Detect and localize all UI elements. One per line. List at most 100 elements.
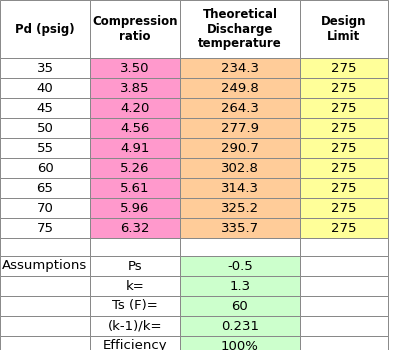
Bar (90, 158, 180, 178)
Text: 275: 275 (331, 141, 357, 154)
Text: 277.9: 277.9 (221, 121, 259, 134)
Bar (90, 316, 180, 336)
Text: Design
Limit: Design Limit (321, 15, 367, 43)
Text: (k-1)/k=: (k-1)/k= (108, 320, 162, 332)
Text: -0.5: -0.5 (227, 259, 253, 273)
Bar (90, 276, 180, 296)
Text: 70: 70 (36, 202, 54, 215)
Text: 40: 40 (37, 82, 53, 95)
Text: 50: 50 (36, 121, 54, 134)
Bar (90, 256, 180, 276)
Text: k=: k= (126, 280, 144, 293)
Text: 60: 60 (232, 300, 248, 313)
Text: 45: 45 (36, 102, 54, 114)
Bar (300, 58, 388, 78)
Bar (180, 118, 300, 138)
Bar (180, 316, 300, 336)
Bar (0, 58, 90, 78)
Bar (300, 238, 388, 256)
Text: 335.7: 335.7 (221, 222, 259, 235)
Text: Ts (F)=: Ts (F)= (112, 300, 158, 313)
Bar (0, 118, 90, 138)
Bar (300, 316, 388, 336)
Bar (180, 336, 300, 350)
Text: 60: 60 (37, 161, 53, 175)
Text: 5.61: 5.61 (120, 182, 150, 195)
Bar (90, 0, 180, 58)
Text: 275: 275 (331, 62, 357, 75)
Bar (300, 276, 388, 296)
Text: 100%: 100% (221, 340, 259, 350)
Text: 5.96: 5.96 (120, 202, 150, 215)
Text: 35: 35 (36, 62, 54, 75)
Bar (0, 98, 90, 118)
Bar (90, 336, 180, 350)
Bar (0, 256, 90, 276)
Bar (0, 178, 90, 198)
Bar (180, 178, 300, 198)
Bar (300, 98, 388, 118)
Text: 325.2: 325.2 (221, 202, 259, 215)
Bar (300, 158, 388, 178)
Bar (180, 138, 300, 158)
Text: Compression
ratio: Compression ratio (92, 15, 178, 43)
Text: 275: 275 (331, 121, 357, 134)
Text: 3.85: 3.85 (120, 82, 150, 95)
Text: 0.231: 0.231 (221, 320, 259, 332)
Bar (300, 256, 388, 276)
Text: 55: 55 (36, 141, 54, 154)
Bar (0, 158, 90, 178)
Text: 249.8: 249.8 (221, 82, 259, 95)
Bar (90, 178, 180, 198)
Bar (90, 58, 180, 78)
Bar (300, 118, 388, 138)
Bar (90, 78, 180, 98)
Text: 275: 275 (331, 182, 357, 195)
Text: 75: 75 (36, 222, 54, 235)
Bar (180, 158, 300, 178)
Bar (180, 238, 300, 256)
Bar (90, 218, 180, 238)
Text: 314.3: 314.3 (221, 182, 259, 195)
Bar (90, 98, 180, 118)
Text: 4.91: 4.91 (120, 141, 150, 154)
Bar (180, 198, 300, 218)
Bar (90, 138, 180, 158)
Bar (180, 98, 300, 118)
Bar (300, 198, 388, 218)
Text: 290.7: 290.7 (221, 141, 259, 154)
Bar (0, 276, 90, 296)
Bar (300, 0, 388, 58)
Text: Ps: Ps (128, 259, 142, 273)
Bar (300, 138, 388, 158)
Bar (300, 178, 388, 198)
Bar (0, 336, 90, 350)
Bar (0, 78, 90, 98)
Bar (0, 316, 90, 336)
Text: 275: 275 (331, 202, 357, 215)
Bar (300, 336, 388, 350)
Bar (0, 138, 90, 158)
Bar (180, 0, 300, 58)
Text: Theoretical
Discharge
temperature: Theoretical Discharge temperature (198, 7, 282, 50)
Text: Pd (psig): Pd (psig) (15, 22, 75, 35)
Text: 65: 65 (36, 182, 54, 195)
Text: 3.50: 3.50 (120, 62, 150, 75)
Text: 275: 275 (331, 161, 357, 175)
Bar (180, 78, 300, 98)
Bar (300, 218, 388, 238)
Bar (90, 198, 180, 218)
Bar (0, 198, 90, 218)
Bar (180, 256, 300, 276)
Text: Efficiency: Efficiency (103, 340, 167, 350)
Bar (300, 78, 388, 98)
Bar (90, 118, 180, 138)
Bar (180, 296, 300, 316)
Text: 1.3: 1.3 (230, 280, 250, 293)
Bar (90, 296, 180, 316)
Text: 264.3: 264.3 (221, 102, 259, 114)
Bar (0, 296, 90, 316)
Text: Assumptions: Assumptions (2, 259, 88, 273)
Text: 275: 275 (331, 102, 357, 114)
Text: 6.32: 6.32 (120, 222, 150, 235)
